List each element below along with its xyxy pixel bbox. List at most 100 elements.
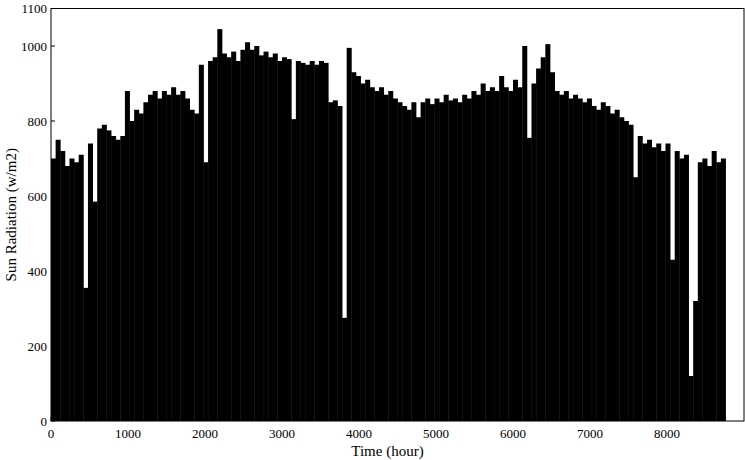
bar bbox=[106, 130, 111, 421]
bar bbox=[268, 57, 273, 421]
bar bbox=[564, 91, 569, 421]
bar bbox=[139, 114, 144, 422]
bar bbox=[240, 50, 245, 421]
bar bbox=[305, 65, 310, 421]
bar bbox=[88, 144, 93, 422]
bar bbox=[287, 59, 292, 421]
bar bbox=[675, 151, 680, 421]
bar bbox=[56, 140, 61, 421]
bar bbox=[536, 69, 541, 422]
bar bbox=[652, 147, 657, 421]
bar bbox=[347, 48, 352, 421]
y-tick bbox=[51, 46, 55, 47]
bar bbox=[185, 99, 190, 422]
bar bbox=[148, 95, 153, 421]
bar bbox=[656, 144, 661, 422]
bar bbox=[605, 106, 610, 421]
bar bbox=[541, 57, 546, 421]
bar bbox=[310, 61, 315, 421]
bar bbox=[434, 99, 439, 422]
bar bbox=[707, 166, 712, 421]
bar bbox=[245, 42, 250, 421]
bar bbox=[582, 102, 587, 421]
bar bbox=[291, 119, 296, 421]
x-tick bbox=[436, 417, 437, 421]
x-tick-label: 0 bbox=[48, 426, 55, 441]
bar bbox=[610, 114, 615, 422]
bar bbox=[231, 52, 236, 421]
y-tick bbox=[51, 121, 55, 122]
bar bbox=[453, 99, 458, 422]
bar bbox=[471, 91, 476, 421]
x-axis-label: Time (hour) bbox=[351, 443, 423, 460]
bar bbox=[615, 110, 620, 421]
x-tick bbox=[590, 417, 591, 421]
bar bbox=[578, 99, 583, 422]
bar bbox=[157, 99, 162, 422]
bar bbox=[217, 29, 222, 421]
y-tick-label: 600 bbox=[28, 189, 48, 204]
bar bbox=[444, 95, 449, 421]
y-tick-label: 200 bbox=[28, 339, 48, 354]
bar bbox=[665, 144, 670, 422]
x-tick-label: 6000 bbox=[500, 426, 526, 441]
bar bbox=[296, 61, 301, 421]
bar bbox=[203, 162, 208, 421]
x-tick-label: 7000 bbox=[577, 426, 603, 441]
bar bbox=[638, 136, 643, 421]
y-tick bbox=[51, 346, 55, 347]
bar bbox=[702, 159, 707, 422]
bar bbox=[601, 102, 606, 421]
bar bbox=[458, 102, 463, 421]
bar bbox=[102, 125, 107, 421]
bar bbox=[430, 104, 435, 421]
x-tick-label: 5000 bbox=[423, 426, 449, 441]
x-tick-label: 4000 bbox=[346, 426, 372, 441]
bar bbox=[51, 159, 56, 422]
bar bbox=[439, 102, 444, 421]
bar bbox=[69, 159, 74, 422]
y-tick-label: 400 bbox=[28, 264, 48, 279]
bar bbox=[550, 72, 555, 421]
bar bbox=[370, 87, 375, 421]
bar bbox=[227, 57, 232, 421]
bar bbox=[624, 121, 629, 421]
bar bbox=[79, 155, 84, 421]
y-tick-label: 0 bbox=[41, 414, 48, 429]
bar bbox=[111, 136, 116, 421]
bar bbox=[587, 99, 592, 422]
bar bbox=[264, 52, 269, 421]
bar bbox=[60, 151, 65, 421]
bar bbox=[74, 162, 79, 421]
bars bbox=[51, 29, 726, 421]
y-tick bbox=[51, 271, 55, 272]
bar bbox=[134, 110, 139, 421]
bar bbox=[693, 301, 698, 421]
bar bbox=[619, 117, 624, 421]
x-tick bbox=[128, 417, 129, 421]
bar bbox=[190, 110, 195, 421]
bar bbox=[596, 110, 601, 421]
x-tick bbox=[205, 417, 206, 421]
bar bbox=[592, 106, 597, 421]
bar bbox=[407, 110, 412, 421]
bar bbox=[425, 99, 430, 422]
bar bbox=[485, 91, 490, 421]
bar bbox=[333, 100, 338, 421]
bar bbox=[167, 95, 172, 421]
bar bbox=[504, 87, 509, 421]
bar bbox=[116, 140, 121, 421]
bar bbox=[199, 65, 204, 421]
bar bbox=[629, 125, 634, 421]
bar bbox=[83, 288, 88, 421]
bar bbox=[384, 95, 389, 421]
bar bbox=[527, 138, 532, 421]
x-tick bbox=[282, 417, 283, 421]
x-tick bbox=[51, 417, 52, 421]
bar bbox=[684, 155, 689, 421]
y-axis-label: Sun Radiation (w/m2) bbox=[3, 148, 20, 281]
bar bbox=[176, 95, 181, 421]
bar bbox=[712, 151, 717, 421]
bar bbox=[481, 84, 486, 422]
bar bbox=[194, 114, 199, 422]
